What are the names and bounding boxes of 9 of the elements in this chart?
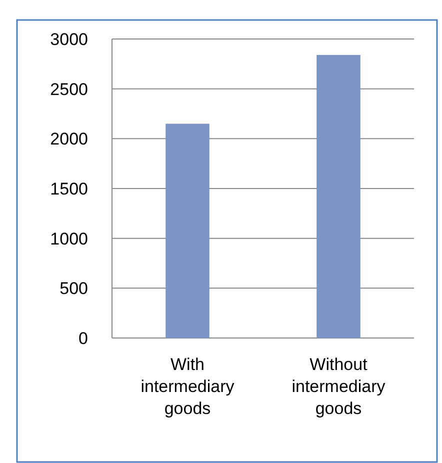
y-tick-label: 1000 [50, 229, 88, 248]
y-tick-label: 2500 [50, 80, 88, 99]
y-tick-label: 1500 [50, 179, 88, 198]
y-tick-label: 500 [60, 279, 88, 298]
y-tick-label: 2000 [50, 130, 88, 149]
x-tick-label: With intermediary goods [140, 355, 235, 418]
y-tick-label: 0 [78, 328, 88, 348]
x-tick-label: Without intermediary goods [292, 355, 386, 418]
y-tick-label: 3000 [50, 30, 88, 49]
